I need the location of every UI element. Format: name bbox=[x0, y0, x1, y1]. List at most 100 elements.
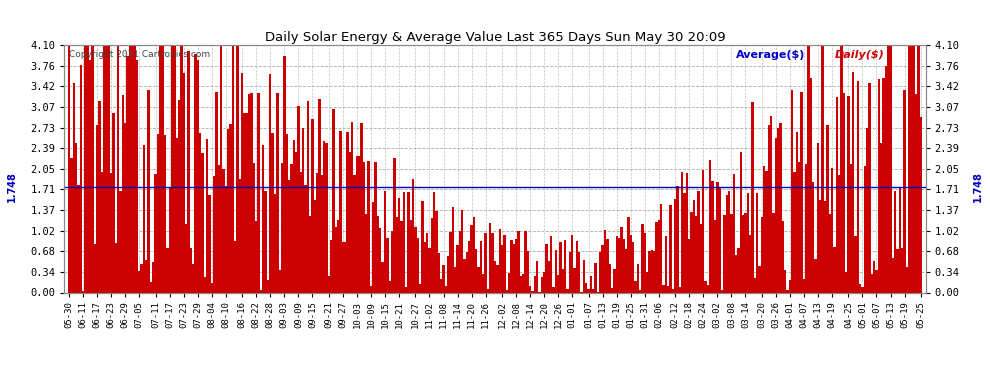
Bar bbox=[662, 285, 664, 292]
Bar bbox=[714, 219, 716, 292]
Bar bbox=[635, 280, 637, 292]
Bar bbox=[887, 45, 889, 292]
Bar bbox=[724, 215, 726, 292]
Bar bbox=[127, 56, 129, 292]
Bar bbox=[568, 252, 571, 292]
Bar bbox=[204, 277, 206, 292]
Bar bbox=[255, 221, 257, 292]
Bar bbox=[393, 158, 396, 292]
Bar bbox=[443, 265, 445, 292]
Bar bbox=[70, 158, 72, 292]
Bar bbox=[321, 175, 323, 292]
Bar bbox=[480, 241, 482, 292]
Bar bbox=[192, 264, 194, 292]
Bar bbox=[386, 238, 388, 292]
Bar bbox=[878, 79, 880, 292]
Bar bbox=[323, 141, 326, 292]
Bar bbox=[115, 243, 117, 292]
Bar bbox=[68, 45, 70, 292]
Bar bbox=[84, 45, 86, 292]
Bar bbox=[290, 164, 293, 292]
Bar bbox=[650, 250, 653, 292]
Bar bbox=[220, 45, 223, 292]
Bar bbox=[477, 267, 480, 292]
Bar bbox=[259, 290, 262, 292]
Bar bbox=[391, 231, 393, 292]
Bar bbox=[161, 45, 163, 292]
Bar bbox=[751, 102, 753, 292]
Bar bbox=[152, 262, 154, 292]
Bar bbox=[868, 83, 870, 292]
Bar bbox=[319, 99, 321, 292]
Bar bbox=[187, 51, 189, 292]
Bar bbox=[335, 227, 337, 292]
Bar bbox=[223, 170, 225, 292]
Bar bbox=[470, 225, 473, 292]
Bar bbox=[571, 235, 573, 292]
Bar bbox=[237, 45, 239, 292]
Bar bbox=[628, 217, 630, 292]
Bar bbox=[508, 273, 510, 292]
Bar bbox=[719, 187, 721, 292]
Bar bbox=[246, 113, 248, 292]
Bar bbox=[721, 290, 724, 292]
Bar bbox=[918, 45, 920, 292]
Bar bbox=[735, 255, 738, 292]
Bar bbox=[789, 280, 791, 292]
Bar bbox=[536, 261, 539, 292]
Bar bbox=[304, 185, 307, 292]
Bar bbox=[218, 165, 220, 292]
Bar bbox=[758, 266, 760, 292]
Bar bbox=[632, 242, 635, 292]
Bar bbox=[79, 65, 82, 292]
Bar bbox=[824, 201, 827, 292]
Bar bbox=[532, 291, 534, 292]
Bar bbox=[819, 200, 822, 292]
Bar bbox=[342, 242, 345, 292]
Bar bbox=[772, 213, 775, 292]
Bar bbox=[863, 166, 866, 292]
Bar bbox=[456, 244, 458, 292]
Bar bbox=[906, 267, 908, 292]
Bar bbox=[911, 45, 913, 292]
Bar bbox=[252, 163, 255, 292]
Bar bbox=[491, 232, 494, 292]
Bar bbox=[707, 285, 709, 292]
Bar bbox=[660, 204, 662, 292]
Bar bbox=[889, 45, 892, 292]
Bar bbox=[756, 193, 758, 292]
Bar bbox=[180, 45, 182, 292]
Bar bbox=[149, 282, 152, 292]
Bar bbox=[398, 198, 400, 292]
Bar bbox=[599, 252, 602, 292]
Bar bbox=[616, 236, 618, 292]
Bar bbox=[227, 129, 230, 292]
Bar bbox=[241, 73, 244, 292]
Bar bbox=[557, 275, 559, 292]
Bar bbox=[609, 264, 611, 292]
Bar bbox=[770, 117, 772, 292]
Bar bbox=[740, 152, 742, 292]
Bar bbox=[82, 291, 84, 292]
Bar bbox=[522, 274, 525, 292]
Bar bbox=[367, 161, 370, 292]
Bar bbox=[215, 92, 218, 292]
Bar bbox=[564, 240, 566, 292]
Bar bbox=[763, 166, 765, 292]
Bar bbox=[805, 164, 808, 292]
Bar bbox=[348, 152, 351, 292]
Bar bbox=[424, 243, 426, 292]
Bar bbox=[199, 134, 201, 292]
Bar bbox=[197, 60, 199, 292]
Text: 1.748: 1.748 bbox=[973, 171, 983, 202]
Bar bbox=[913, 45, 915, 292]
Bar bbox=[451, 207, 454, 292]
Bar bbox=[655, 222, 657, 292]
Bar bbox=[353, 176, 355, 292]
Bar bbox=[841, 45, 842, 292]
Bar bbox=[541, 278, 543, 292]
Bar bbox=[438, 253, 440, 292]
Bar bbox=[484, 234, 487, 292]
Bar bbox=[185, 224, 187, 292]
Bar bbox=[904, 90, 906, 292]
